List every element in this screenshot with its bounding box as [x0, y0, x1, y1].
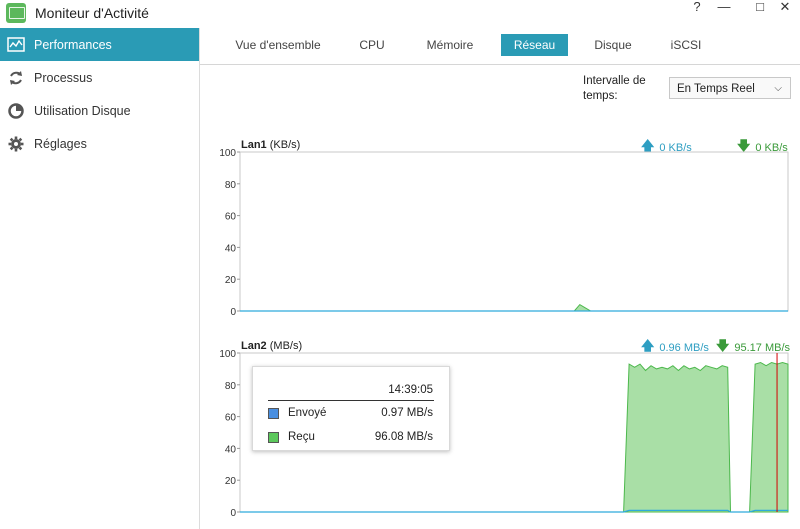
chart-tooltip: 14:39:05 Envoyé 0.97 MB/s Reçu 96.08 MB/…: [252, 366, 450, 451]
sidebar-item-reglages[interactable]: Réglages: [0, 127, 199, 160]
minimize-button[interactable]: —: [717, 0, 731, 14]
chart-icon: [7, 36, 25, 54]
arrow-up-icon: 🡅: [641, 338, 655, 353]
lan1-y-tick-label: 80: [225, 180, 237, 191]
sidebar-item-label: Utilisation Disque: [34, 103, 131, 118]
help-button[interactable]: ?: [693, 0, 701, 14]
received-swatch: [268, 431, 279, 443]
lan2-received-rate: 🡇 95.17 MB/s: [716, 337, 790, 359]
lan1-unit: (KB/s): [269, 139, 301, 151]
tooltip-divider: [268, 400, 434, 401]
lan2-name: Lan2: [241, 340, 267, 352]
tooltip-row-sent: Envoyé 0.97 MB/s: [268, 405, 433, 421]
title-bar: Moniteur d'Activité ? — □ ✕: [0, 0, 800, 28]
sidebar-item-performances[interactable]: Performances: [0, 28, 199, 61]
lan1-plot-frame: [239, 151, 789, 312]
lan1-y-tick-label: 60: [225, 212, 237, 223]
lan2-sent-rate: 🡅 0.96 MB/s: [641, 337, 709, 359]
interval-selected-value: En Temps Reel: [677, 83, 755, 95]
lan2-sent-value: 0.96 MB/s: [659, 342, 709, 354]
sidebar: Performances Processus Utilisation Disqu…: [0, 28, 200, 529]
sidebar-item-label: Réglages: [34, 136, 87, 151]
window-title: Moniteur d'Activité: [35, 5, 149, 21]
tooltip-sent-label: Envoyé: [288, 407, 327, 419]
tooltip-time: 14:39:05: [388, 384, 433, 396]
tab-cpu[interactable]: CPU: [359, 38, 385, 52]
lan1-y-tick-label: 0: [230, 307, 236, 318]
sent-swatch: [268, 407, 279, 419]
lan2-y-tick-label: 80: [225, 381, 237, 392]
lan2-y-tick-label: 60: [225, 413, 237, 424]
tab-memoire[interactable]: Mémoire: [426, 38, 474, 52]
lan1-chart-title: Lan1 (KB/s): [241, 139, 300, 151]
lan2-y-tick-label: 100: [219, 349, 236, 360]
chevron-down-icon: ⌵: [774, 83, 782, 94]
lan1-received-rate: 🡇 0 KB/s: [737, 137, 788, 159]
close-button[interactable]: ✕: [779, 0, 791, 14]
tab-reseau[interactable]: Réseau: [501, 34, 568, 56]
lan1-y-tick-label: 40: [225, 243, 237, 254]
tab-vue-ensemble[interactable]: Vue d'ensemble: [235, 38, 321, 52]
lan2-y-tick-label: 20: [225, 476, 237, 487]
refresh-icon: [7, 69, 25, 87]
tab-bar: Vue d'ensemble CPU Mémoire Réseau Disque…: [200, 28, 800, 65]
lan2-unit: (MB/s): [269, 340, 303, 352]
maximize-button[interactable]: □: [756, 0, 764, 14]
tooltip-received-label: Reçu: [288, 431, 315, 443]
lan2-chart-title: Lan2 (MB/s): [241, 340, 302, 352]
tab-disque[interactable]: Disque: [594, 38, 632, 52]
lan2-received-area: [240, 361, 789, 513]
tooltip-row-received: Reçu 96.08 MB/s: [268, 429, 433, 445]
lan2-y-tick-label: 40: [225, 444, 237, 455]
lan1-y-tick-label: 20: [225, 275, 237, 286]
lan1-y-tick-label: 100: [219, 148, 236, 159]
lan2-sent-line: [240, 509, 788, 513]
tab-iscsi[interactable]: iSCSI: [670, 38, 702, 52]
lan2-received-value: 95.17 MB/s: [734, 342, 791, 354]
sidebar-item-label: Performances: [34, 37, 112, 52]
arrow-up-icon: 🡅: [641, 138, 655, 153]
sidebar-item-utilisation-disque[interactable]: Utilisation Disque: [0, 94, 199, 127]
arrow-down-icon: 🡇: [737, 138, 751, 153]
lan1-sent-value: 0 KB/s: [659, 142, 692, 154]
lan1-sent-rate: 🡅 0 KB/s: [641, 137, 692, 159]
tooltip-sent-value: 0.97 MB/s: [381, 407, 433, 419]
tooltip-received-value: 96.08 MB/s: [374, 431, 433, 443]
lan2-y-tick-label: 0: [230, 508, 236, 519]
interval-label: Intervalle de temps:: [583, 75, 646, 102]
sidebar-item-processus[interactable]: Processus: [0, 61, 199, 94]
disk-usage-icon: [7, 102, 25, 120]
app-logo-icon: [6, 3, 26, 23]
lan1-received-value: 0 KB/s: [755, 142, 788, 154]
arrow-down-icon: 🡇: [716, 338, 730, 353]
interval-select[interactable]: En Temps Reel ⌵: [669, 77, 791, 99]
lan1-name: Lan1: [241, 139, 267, 151]
gear-icon: [7, 135, 25, 153]
sidebar-item-label: Processus: [34, 70, 93, 85]
